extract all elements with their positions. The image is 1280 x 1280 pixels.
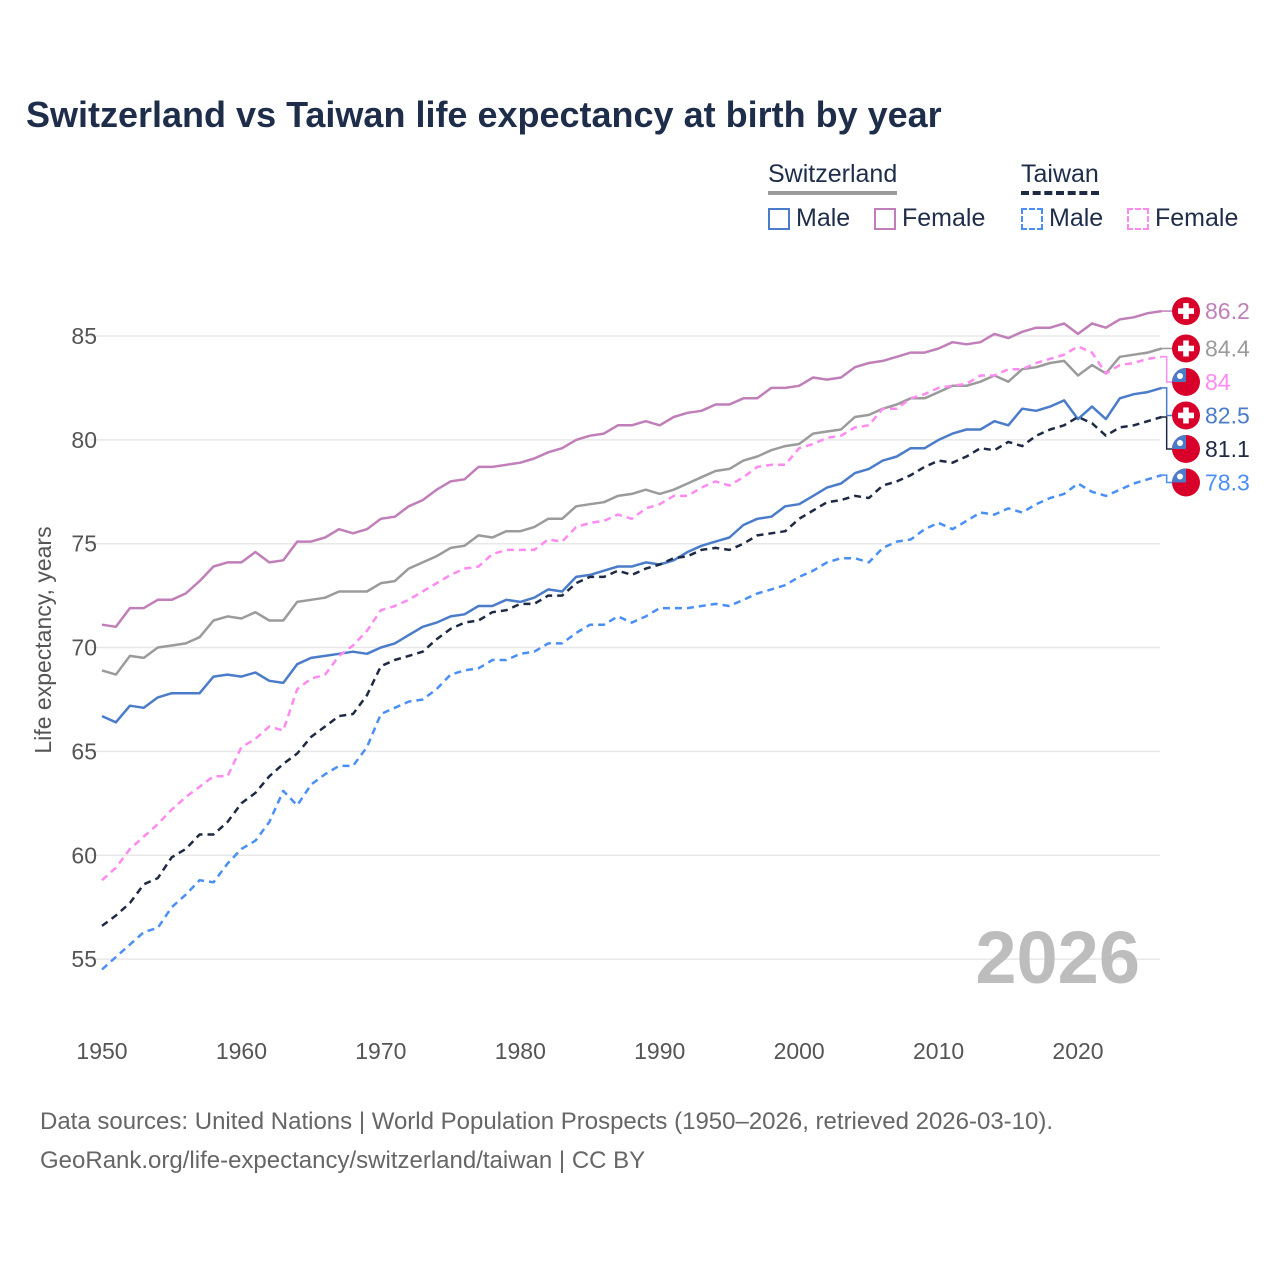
x-tick-label: 1990: [634, 1038, 685, 1064]
series-line-switzerland-male: [101, 386, 1163, 724]
y-tick-label: 85: [71, 323, 97, 349]
end-label-switzerland-male: 82.5: [1205, 402, 1250, 428]
label-connector: [1161, 474, 1174, 484]
switzerland-flag-icon: [1172, 334, 1200, 363]
flag-cross: [1183, 303, 1189, 320]
y-tick-label: 65: [71, 738, 97, 764]
end-label-taiwan-female: 84: [1205, 369, 1231, 395]
flag-cross: [1183, 340, 1189, 357]
legend-item-taiwan-female[interactable]: Female: [1127, 204, 1238, 233]
y-tick-label: 70: [71, 635, 97, 661]
flag-sun: [1177, 473, 1183, 480]
x-axis-ticks: 1950 1960 1970 1980 1990 2000 2010 2020: [76, 1038, 1103, 1064]
series-lines: [101, 309, 1163, 971]
series-line-taiwan-male: [101, 474, 1163, 971]
end-label-taiwan-male: 78.3: [1205, 469, 1250, 495]
legend-item-switzerland-male[interactable]: Male: [768, 204, 850, 233]
series-line-switzerland-total: [101, 347, 1163, 676]
y-axis-title: Life expectancy, years: [30, 526, 56, 753]
legend-item-taiwan-male[interactable]: Male: [1021, 204, 1103, 233]
flag-sun: [1177, 372, 1183, 379]
flag-cross: [1183, 407, 1189, 424]
chart-title: Switzerland vs Taiwan life expectancy at…: [26, 94, 942, 135]
x-tick-label: 1980: [495, 1038, 546, 1064]
source-line-1: Data sources: United Nations | World Pop…: [40, 1108, 1054, 1135]
x-tick-label: 1950: [76, 1038, 127, 1064]
end-labels: 86.2 84.4 84 82.5 81.1 78.3: [1161, 297, 1250, 497]
taiwan-flag-icon: [1172, 468, 1200, 497]
switzerland-flag-icon: [1172, 297, 1200, 326]
flag-sun: [1177, 439, 1183, 446]
legend-swatch: [1127, 207, 1149, 230]
x-tick-label: 2010: [913, 1038, 964, 1064]
year-watermark: 2026: [975, 916, 1140, 999]
legend-label: Female: [1155, 204, 1239, 232]
legend-item-switzerland-female[interactable]: Female: [874, 204, 985, 233]
taiwan-flag-icon: [1172, 434, 1200, 463]
legend-label: Male: [1049, 204, 1104, 232]
y-tick-label: 55: [71, 946, 97, 972]
legend-group-title[interactable]: Switzerland: [768, 160, 898, 195]
taiwan-flag-icon: [1172, 367, 1200, 396]
legend-swatch: [768, 207, 790, 230]
x-tick-label: 1970: [355, 1038, 406, 1064]
source-line-2[interactable]: GeoRank.org/life-expectancy/switzerland/…: [40, 1147, 646, 1174]
end-label-switzerland-female: 86.2: [1205, 298, 1250, 324]
legend-swatch: [1021, 207, 1043, 230]
x-tick-label: 1960: [216, 1038, 267, 1064]
label-connector: [1161, 356, 1174, 383]
y-axis-ticks: 55 60 65 70 75 80 85: [71, 323, 97, 972]
end-label-switzerland-total: 84.4: [1205, 335, 1250, 361]
legend-label: Male: [796, 204, 851, 232]
x-tick-label: 2020: [1052, 1038, 1103, 1064]
switzerland-flag-icon: [1172, 401, 1200, 430]
label-connector: [1161, 387, 1174, 417]
x-tick-label: 2000: [774, 1038, 825, 1064]
legend-swatch: [874, 207, 896, 230]
gridlines: [90, 335, 1160, 960]
legend-label: Female: [902, 204, 986, 232]
series-line-taiwan-total: [101, 415, 1163, 927]
legend-group-title[interactable]: Taiwan: [1021, 160, 1099, 195]
end-label-taiwan-total: 81.1: [1205, 436, 1250, 462]
series-line-switzerland-female: [101, 309, 1162, 629]
y-tick-label: 75: [71, 531, 97, 557]
y-tick-label: 80: [71, 427, 97, 453]
y-tick-label: 60: [71, 842, 97, 868]
series-line-taiwan-female: [101, 345, 1162, 882]
label-connector: [1161, 416, 1174, 450]
